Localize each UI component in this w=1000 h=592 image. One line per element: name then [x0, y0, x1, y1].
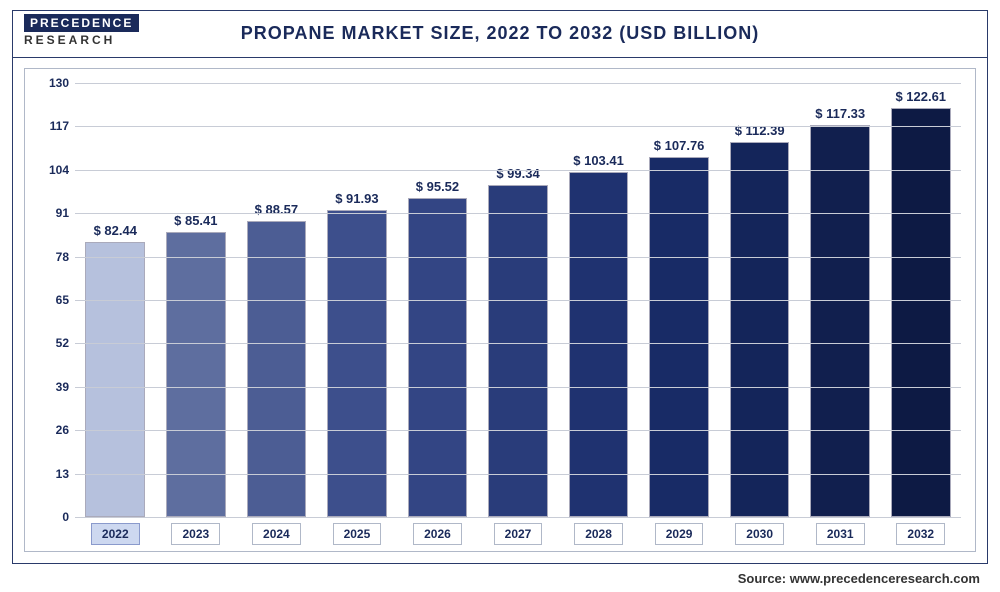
x-label-wrapper: 2026	[397, 523, 478, 545]
x-axis-category: 2023	[171, 523, 220, 545]
bar-value-label: $ 95.52	[416, 179, 459, 194]
y-tick-label: 91	[35, 206, 69, 220]
grid-line	[75, 343, 961, 344]
chart-title: PROPANE MARKET SIZE, 2022 TO 2032 (USD B…	[12, 23, 988, 44]
bar-value-label: $ 99.34	[496, 166, 539, 181]
x-label-wrapper: 2029	[639, 523, 720, 545]
bar	[408, 198, 468, 517]
bar-value-label: $ 85.41	[174, 213, 217, 228]
grid-line	[75, 83, 961, 84]
grid-line	[75, 213, 961, 214]
grid-line	[75, 170, 961, 171]
y-tick-label: 117	[35, 119, 69, 133]
x-label-wrapper: 2022	[75, 523, 156, 545]
x-axis-category: 2032	[896, 523, 945, 545]
x-label-wrapper: 2031	[800, 523, 881, 545]
bar-value-label: $ 88.57	[255, 202, 298, 217]
bar	[810, 125, 870, 517]
bar-value-label: $ 107.76	[654, 138, 705, 153]
x-label-wrapper: 2025	[317, 523, 398, 545]
x-axis-category: 2030	[735, 523, 784, 545]
bar	[488, 185, 548, 517]
bar-value-label: $ 103.41	[573, 153, 624, 168]
bar	[85, 242, 145, 517]
bar-value-label: $ 91.93	[335, 191, 378, 206]
chart-plot-frame: $ 82.44 $ 85.41 $ 88.57 $ 91.93 $ 95.52 $ 99.…	[24, 68, 976, 552]
x-axis-category: 2031	[816, 523, 865, 545]
grid-line	[75, 126, 961, 127]
bar	[569, 172, 629, 517]
x-axis-category: 2026	[413, 523, 462, 545]
grid-line	[75, 517, 961, 518]
y-tick-label: 26	[35, 423, 69, 437]
chart-plot-area: $ 82.44 $ 85.41 $ 88.57 $ 91.93 $ 95.52 $ 99.…	[75, 83, 961, 517]
bar	[730, 142, 790, 517]
bar	[649, 157, 709, 517]
y-tick-label: 65	[35, 293, 69, 307]
y-tick-label: 78	[35, 250, 69, 264]
grid-line	[75, 430, 961, 431]
x-label-wrapper: 2030	[719, 523, 800, 545]
y-tick-label: 0	[35, 510, 69, 524]
grid-line	[75, 474, 961, 475]
brand-logo: PRECEDENCE RESEARCH	[24, 14, 139, 46]
x-axis-category: 2029	[655, 523, 704, 545]
y-tick-label: 130	[35, 76, 69, 90]
bar-value-label: $ 117.33	[815, 106, 865, 121]
grid-line	[75, 300, 961, 301]
x-axis-category: 2028	[574, 523, 623, 545]
logo-bottom-text: RESEARCH	[24, 32, 139, 46]
x-axis-category: 2025	[333, 523, 382, 545]
x-label-wrapper: 2028	[558, 523, 639, 545]
x-label-wrapper: 2023	[156, 523, 237, 545]
chart-header: PRECEDENCE RESEARCH PROPANE MARKET SIZE,…	[12, 10, 988, 58]
y-tick-label: 52	[35, 336, 69, 350]
y-tick-label: 13	[35, 467, 69, 481]
logo-top-text: PRECEDENCE	[24, 14, 139, 32]
x-label-wrapper: 2032	[880, 523, 961, 545]
grid-line	[75, 387, 961, 388]
x-label-wrapper: 2024	[236, 523, 317, 545]
grid-line	[75, 257, 961, 258]
y-tick-label: 39	[35, 380, 69, 394]
bar-value-label: $ 122.61	[895, 89, 946, 104]
x-axis-category: 2022	[91, 523, 140, 545]
x-axis-category: 2027	[494, 523, 543, 545]
bar-value-label: $ 82.44	[94, 223, 137, 238]
x-label-wrapper: 2027	[478, 523, 559, 545]
y-tick-label: 104	[35, 163, 69, 177]
x-axis-category: 2024	[252, 523, 301, 545]
source-attribution: Source: www.precedenceresearch.com	[738, 571, 980, 586]
bar-value-label: $ 112.39	[735, 123, 785, 138]
x-axis-labels: 2022 2023 2024 2025 2026 2027 2028 2029 2030 2031…	[75, 523, 961, 545]
